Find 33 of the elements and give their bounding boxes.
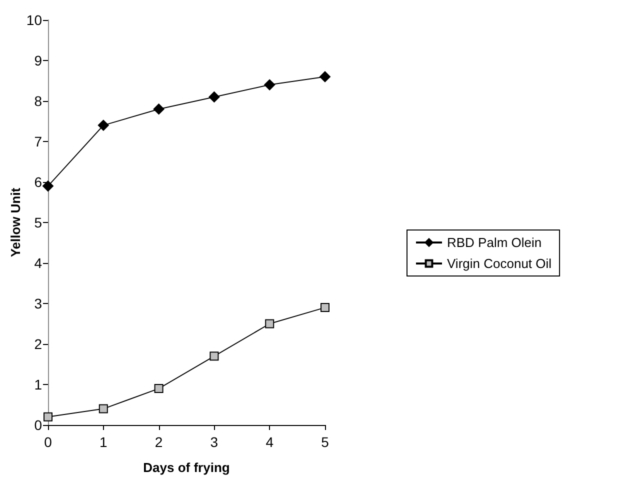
point [42,180,54,192]
legend-label: Virgin Coconut Oil [447,256,552,271]
y-tick-label: 5 [34,214,42,230]
point [208,91,220,102]
x-tick-label: 1 [100,434,108,450]
point [264,79,276,90]
y-tick-label: 0 [34,417,42,433]
point [210,352,219,361]
point [154,384,164,394]
point [153,104,164,115]
x-tick-label: 4 [266,434,274,450]
y-tick-label: 6 [34,174,42,190]
point [320,71,330,82]
y-tick-label: 7 [34,134,42,150]
y-tick-label: 8 [34,93,42,109]
x-tick-label: 2 [154,434,163,450]
point [98,404,108,414]
x-tick-label: 5 [321,434,330,450]
y-tick-label: 9 [34,52,42,68]
x-tick-label: 0 [44,434,52,450]
y-tick-label: 3 [34,296,42,312]
x-tick-label: 3 [210,434,218,450]
y-tick-label: 4 [34,255,42,271]
y-tick-label: 2 [34,336,42,352]
y-tick-label: 1 [34,376,42,392]
point [265,319,274,328]
point [320,303,330,312]
y-tick-label: 10 [26,12,42,28]
legend-label: RBD Palm Olein [447,235,542,250]
x-axis-title: Days of frying [143,460,230,475]
point [98,120,109,131]
point [44,412,52,422]
y-axis-title: Yellow Unit [8,187,23,258]
